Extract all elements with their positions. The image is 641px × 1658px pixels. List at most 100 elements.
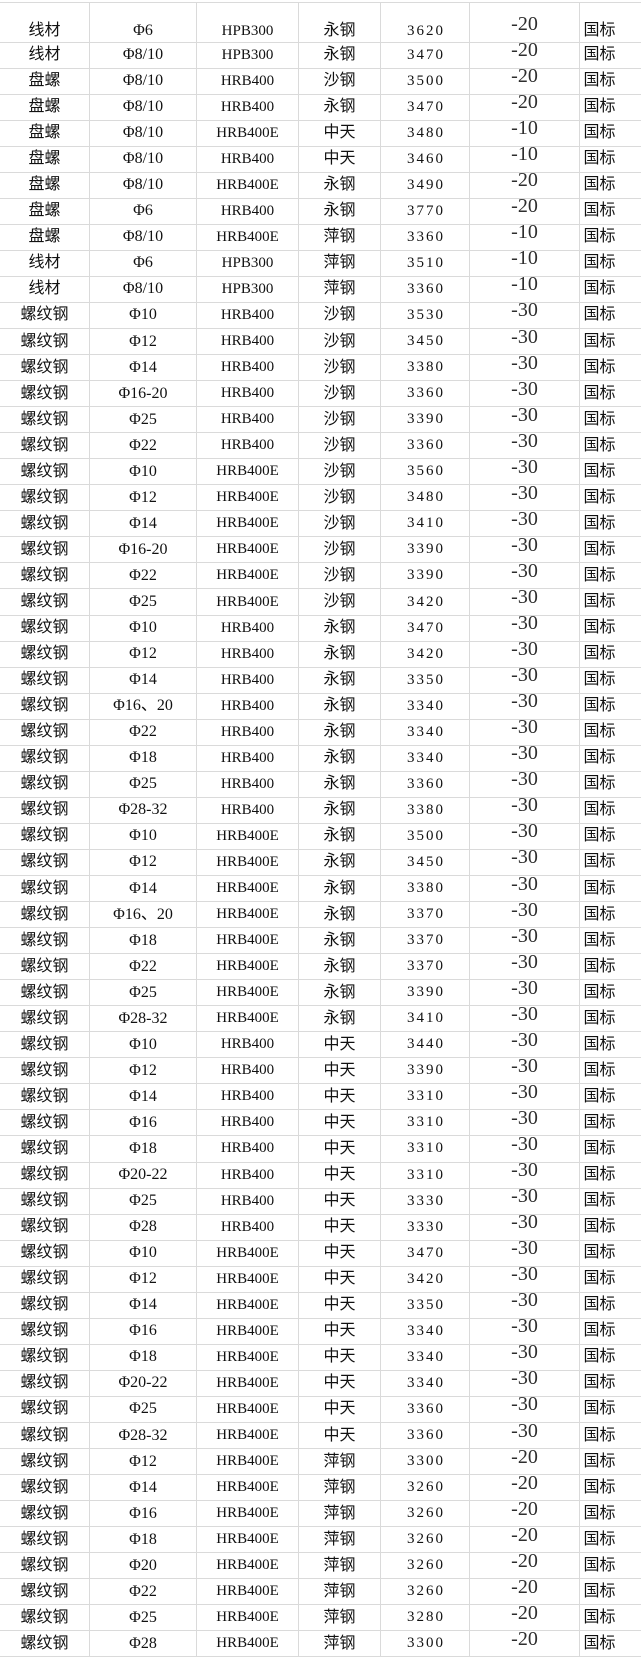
table-row: 盘螺 Φ8/10 HRB400 沙钢 3500 -20 国标 (0, 66, 641, 95)
cell-standard: 国标 (583, 1582, 616, 1600)
cell-standard: 国标 (583, 1426, 616, 1444)
cell-size: Φ14 (90, 876, 197, 902)
cell-change: -20 (470, 1551, 580, 1579)
cell-standard: 国标 (583, 957, 616, 975)
cell-price: 3510 (381, 250, 470, 276)
cell-size: Φ16、20 (90, 693, 197, 719)
cell-grade: HPB300 (197, 276, 299, 302)
cell-size: Φ28-32 (90, 1422, 197, 1449)
cell-grade: HRB400E (197, 954, 299, 980)
cell-mill: 萍钢 (299, 1605, 381, 1631)
cell-mill: 永钢 (299, 3, 381, 42)
cell-category: 螺纹钢 (0, 1422, 90, 1449)
cell-size: Φ20 (90, 1553, 197, 1579)
cell-category: 螺纹钢 (0, 1240, 90, 1266)
cell-change: -30 (470, 691, 580, 719)
table-row: 螺纹钢 Φ14 HRB400E 沙钢 3410 -30 国标 (0, 509, 641, 538)
cell-size: Φ14 (90, 355, 197, 381)
cell-mill: 中天 (299, 1110, 381, 1136)
cell-mill: 永钢 (299, 849, 381, 875)
cell-standard: 国标 (583, 46, 616, 64)
cell-standard: 国标 (583, 410, 616, 428)
cell-standard: 国标 (583, 1556, 616, 1574)
cell-price: 3370 (381, 954, 470, 980)
cell-change: -30 (470, 1316, 580, 1344)
cell-price: 3360 (381, 1422, 470, 1449)
cell-price: 3350 (381, 1292, 470, 1318)
cell-mill: 沙钢 (299, 407, 381, 433)
cell-standard: 国标 (583, 540, 616, 558)
cell-grade: HRB400 (197, 1162, 299, 1188)
cell-size: Φ8/10 (90, 120, 197, 146)
cell-change: -20 (470, 1499, 580, 1527)
cell-grade: HRB400 (197, 719, 299, 745)
cell-change: -30 (470, 795, 580, 823)
cell-category: 螺纹钢 (0, 1162, 90, 1188)
cell-grade: HRB400E (197, 823, 299, 849)
cell-change: -20 (470, 1473, 580, 1501)
cell-mill: 中天 (299, 1032, 381, 1058)
cell-price: 3420 (381, 641, 470, 667)
cell-size: Φ18 (90, 928, 197, 954)
cell-category: 盘螺 (0, 224, 90, 250)
cell-grade: HRB400 (197, 1058, 299, 1084)
cell-grade: HRB400 (197, 433, 299, 459)
cell-category: 螺纹钢 (0, 771, 90, 797)
cell-size: Φ10 (90, 823, 197, 849)
cell-price: 3310 (381, 1162, 470, 1188)
cell-change: -30 (470, 847, 580, 875)
cell-price: 3470 (381, 42, 470, 68)
cell-grade: HRB400E (197, 1396, 299, 1422)
cell-price: 3310 (381, 1136, 470, 1162)
cell-size: Φ25 (90, 771, 197, 797)
cell-grade: HRB400 (197, 198, 299, 224)
cell-size: Φ6 (90, 3, 197, 42)
cell-size: Φ12 (90, 329, 197, 355)
table-row: 盘螺 Φ6 HRB400 永钢 3770 -20 国标 (0, 196, 641, 225)
table-row: 螺纹钢 Φ10 HRB400E 永钢 3500 -30 国标 (0, 821, 641, 850)
cell-standard: 国标 (583, 697, 616, 715)
cell-mill: 中天 (299, 120, 381, 146)
cell-category: 螺纹钢 (0, 719, 90, 745)
cell-change: -30 (470, 821, 580, 849)
cell-standard: 国标 (583, 905, 616, 923)
cell-category: 螺纹钢 (0, 1501, 90, 1527)
table-row: 螺纹钢 Φ12 HRB400 永钢 3420 -30 国标 (0, 639, 641, 668)
cell-grade: HRB400 (197, 1188, 299, 1214)
cell-grade: HRB400 (197, 693, 299, 719)
cell-standard: 国标 (583, 254, 616, 272)
table-row: 螺纹钢 Φ14 HRB400 沙钢 3380 -30 国标 (0, 353, 641, 382)
cell-mill: 中天 (299, 1422, 381, 1449)
cell-standard: 国标 (583, 228, 616, 246)
table-row: 螺纹钢 Φ14 HRB400E 永钢 3380 -30 国标 (0, 874, 641, 903)
cell-standard: 国标 (583, 1218, 616, 1236)
cell-category: 盘螺 (0, 120, 90, 146)
cell-size: Φ6 (90, 250, 197, 276)
cell-standard: 国标 (583, 306, 616, 324)
cell-grade: HRB400E (197, 1422, 299, 1449)
cell-mill: 中天 (299, 1162, 381, 1188)
table-row: 螺纹钢 Φ12 HRB400E 永钢 3450 -30 国标 (0, 847, 641, 876)
cell-size: Φ12 (90, 1266, 197, 1292)
cell-change: -30 (470, 952, 580, 980)
cell-grade: HRB400E (197, 1240, 299, 1266)
cell-change: -30 (470, 1108, 580, 1136)
cell-price: 3260 (381, 1553, 470, 1579)
cell-category: 螺纹钢 (0, 511, 90, 537)
cell-size: Φ18 (90, 1527, 197, 1553)
cell-grade: HRB400E (197, 485, 299, 511)
cell-category: 盘螺 (0, 68, 90, 94)
cell-price: 3380 (381, 876, 470, 902)
table-row: 螺纹钢 Φ18 HRB400E 萍钢 3260 -20 国标 (0, 1525, 641, 1554)
cell-size: Φ6 (90, 198, 197, 224)
cell-change: -20 (470, 66, 580, 94)
cell-category: 盘螺 (0, 94, 90, 120)
cell-grade: HRB400E (197, 1370, 299, 1396)
cell-standard: 国标 (583, 1244, 616, 1262)
table-row: 螺纹钢 Φ25 HRB400E 萍钢 3280 -20 国标 (0, 1603, 641, 1632)
cell-category: 螺纹钢 (0, 1292, 90, 1318)
table-row: 螺纹钢 Φ16 HRB400E 萍钢 3260 -20 国标 (0, 1499, 641, 1528)
cell-mill: 永钢 (299, 980, 381, 1006)
cell-change: -30 (470, 1290, 580, 1318)
cell-category: 螺纹钢 (0, 589, 90, 615)
